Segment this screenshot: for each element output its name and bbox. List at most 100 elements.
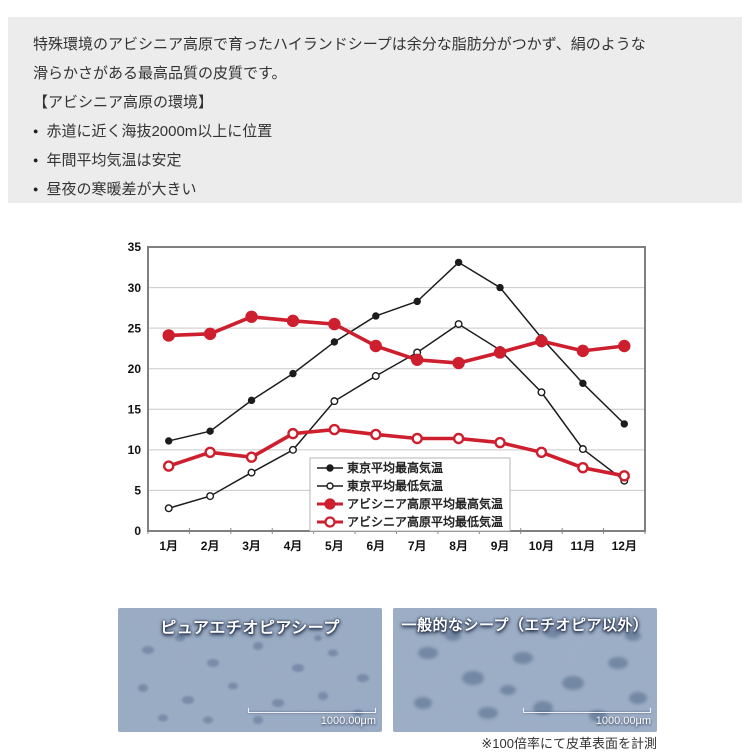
data-point (537, 388, 546, 397)
scale-bar-text: 1000.00μm (320, 715, 376, 727)
data-point (618, 470, 630, 482)
series-line (168, 427, 625, 478)
data-point (288, 445, 297, 454)
y-tick-label: 25 (128, 321, 142, 335)
data-point (413, 297, 421, 306)
leather-texture-image (118, 608, 382, 732)
intro-line-2: 滑らかさがある最高品質の皮質です。 (33, 65, 287, 82)
data-point (535, 334, 548, 348)
scale-bar-text: 1000.00μm (595, 715, 651, 727)
data-point (204, 446, 216, 458)
data-point (247, 468, 256, 477)
intro-heading: 【アビシニア高原の環境】 (33, 94, 214, 111)
data-point (203, 327, 217, 341)
data-point (287, 427, 299, 440)
legend-sample-marker (324, 516, 336, 528)
bullet-text: 昼夜の寒暖差が大きい (46, 181, 197, 198)
photo-label: ピュアエチオピアシープ (160, 620, 340, 637)
data-point (454, 320, 463, 329)
series-line (168, 261, 625, 442)
x-tick-label: 1月 (159, 539, 178, 553)
data-point (579, 379, 587, 388)
data-point (493, 346, 507, 359)
data-point (206, 492, 215, 501)
x-tick-label: 3月 (242, 539, 261, 553)
photo-general-sheep: 一般的なシープ（エチオピア以外） 1000.00μm (393, 608, 657, 732)
data-point (535, 446, 548, 458)
legend-sample-marker (326, 464, 334, 472)
x-tick-label: 8月 (449, 539, 468, 553)
data-point (328, 423, 341, 436)
data-point (162, 329, 175, 342)
x-tick-label: 12月 (612, 539, 637, 553)
legend-label: アビシニア高原平均最高気温 (347, 496, 503, 511)
data-point (164, 504, 173, 513)
legend-box (309, 457, 511, 532)
bullet-item: ● 赤道に近く海抜2000m以上に位置 (33, 117, 718, 146)
bullet-dot-icon: ● (33, 126, 39, 136)
temperature-chart: 0 5 10 15 20 25 30 35 1月 2月 3月 4月 5月 6月 7月 8月 9月 10月 11月 12… (110, 238, 680, 563)
x-tick-label: 10月 (529, 539, 554, 553)
temperature-chart-svg: 0 5 10 15 20 25 30 35 1月 2月 3月 4月 5月 6月 7月 8月 9月 10月 11月 12… (128, 240, 646, 553)
y-tick-label: 0 (134, 524, 141, 538)
data-point (370, 428, 382, 441)
bullet-item: ● 昼夜の寒暖差が大きい (33, 175, 718, 204)
y-tick-label: 15 (128, 402, 142, 416)
x-tick-label: 4月 (284, 539, 303, 553)
x-tick-label: 2月 (201, 539, 220, 553)
bullet-text: 赤道に近く海抜2000m以上に位置 (46, 123, 273, 140)
data-point (330, 338, 339, 346)
environment-bullet-list: ● 赤道に近く海抜2000m以上に位置 ● 年間平均気温は安定 ● 昼夜の寒暖差が大き… (33, 117, 718, 204)
data-point (452, 432, 465, 445)
data-point (163, 460, 175, 472)
photo-pure-ethiopia-sheep: ピュアエチオピアシープ 1000.00μm (118, 608, 382, 732)
scale-bar-line (248, 708, 376, 713)
pore-pattern (414, 628, 647, 722)
x-tick-label: 11月 (571, 539, 596, 553)
legend-sample-marker (326, 482, 334, 490)
y-tick-label: 35 (128, 240, 142, 254)
data-point (494, 436, 506, 449)
y-tick-label: 5 (134, 484, 141, 498)
data-point (578, 445, 587, 454)
scale-bar: 1000.00μm (523, 708, 651, 727)
data-point (411, 353, 424, 366)
data-point (452, 356, 465, 370)
y-tick-label: 30 (128, 281, 142, 295)
legend-sample-marker (324, 498, 336, 510)
data-point (330, 397, 339, 406)
data-point (165, 437, 173, 445)
scale-bar-line (523, 708, 651, 713)
pore-pattern (138, 625, 369, 724)
series-line (168, 323, 625, 509)
intro-paragraph: 特殊環境のアビシニア高原で育ったハイランドシープは余分な脂肪分がつかず、絹のよう… (33, 30, 718, 88)
photo-label: 一般的なシープ（エチオピア以外） (401, 617, 649, 634)
data-point (496, 283, 504, 292)
bullet-dot-icon: ● (33, 155, 39, 165)
data-point (328, 317, 341, 331)
data-point (576, 344, 590, 358)
data-point (206, 427, 214, 435)
data-point (371, 372, 380, 381)
data-point (289, 369, 297, 378)
y-tick-label: 10 (128, 443, 142, 457)
measurement-caption: ※100倍率にて皮革表面を計測 (481, 736, 657, 751)
x-tick-label: 6月 (366, 539, 385, 553)
data-point (454, 258, 463, 267)
legend-label: 東京平均最低気温 (347, 478, 443, 493)
data-point (245, 310, 258, 323)
x-tick-label: 7月 (408, 539, 427, 553)
bullet-text: 年間平均気温は安定 (46, 152, 182, 169)
legend-label: 東京平均最高気温 (347, 460, 443, 475)
data-point (620, 420, 628, 428)
data-point (369, 339, 382, 353)
data-point (411, 432, 423, 445)
data-point (618, 339, 631, 353)
bullet-item: ● 年間平均気温は安定 (33, 146, 718, 175)
data-point (245, 451, 258, 463)
legend-label: アビシニア高原平均最低気温 (347, 514, 503, 529)
leather-texture-image (393, 608, 657, 732)
y-tick-label: 20 (128, 362, 142, 376)
data-point (286, 314, 300, 328)
bullet-dot-icon: ● (33, 184, 39, 194)
